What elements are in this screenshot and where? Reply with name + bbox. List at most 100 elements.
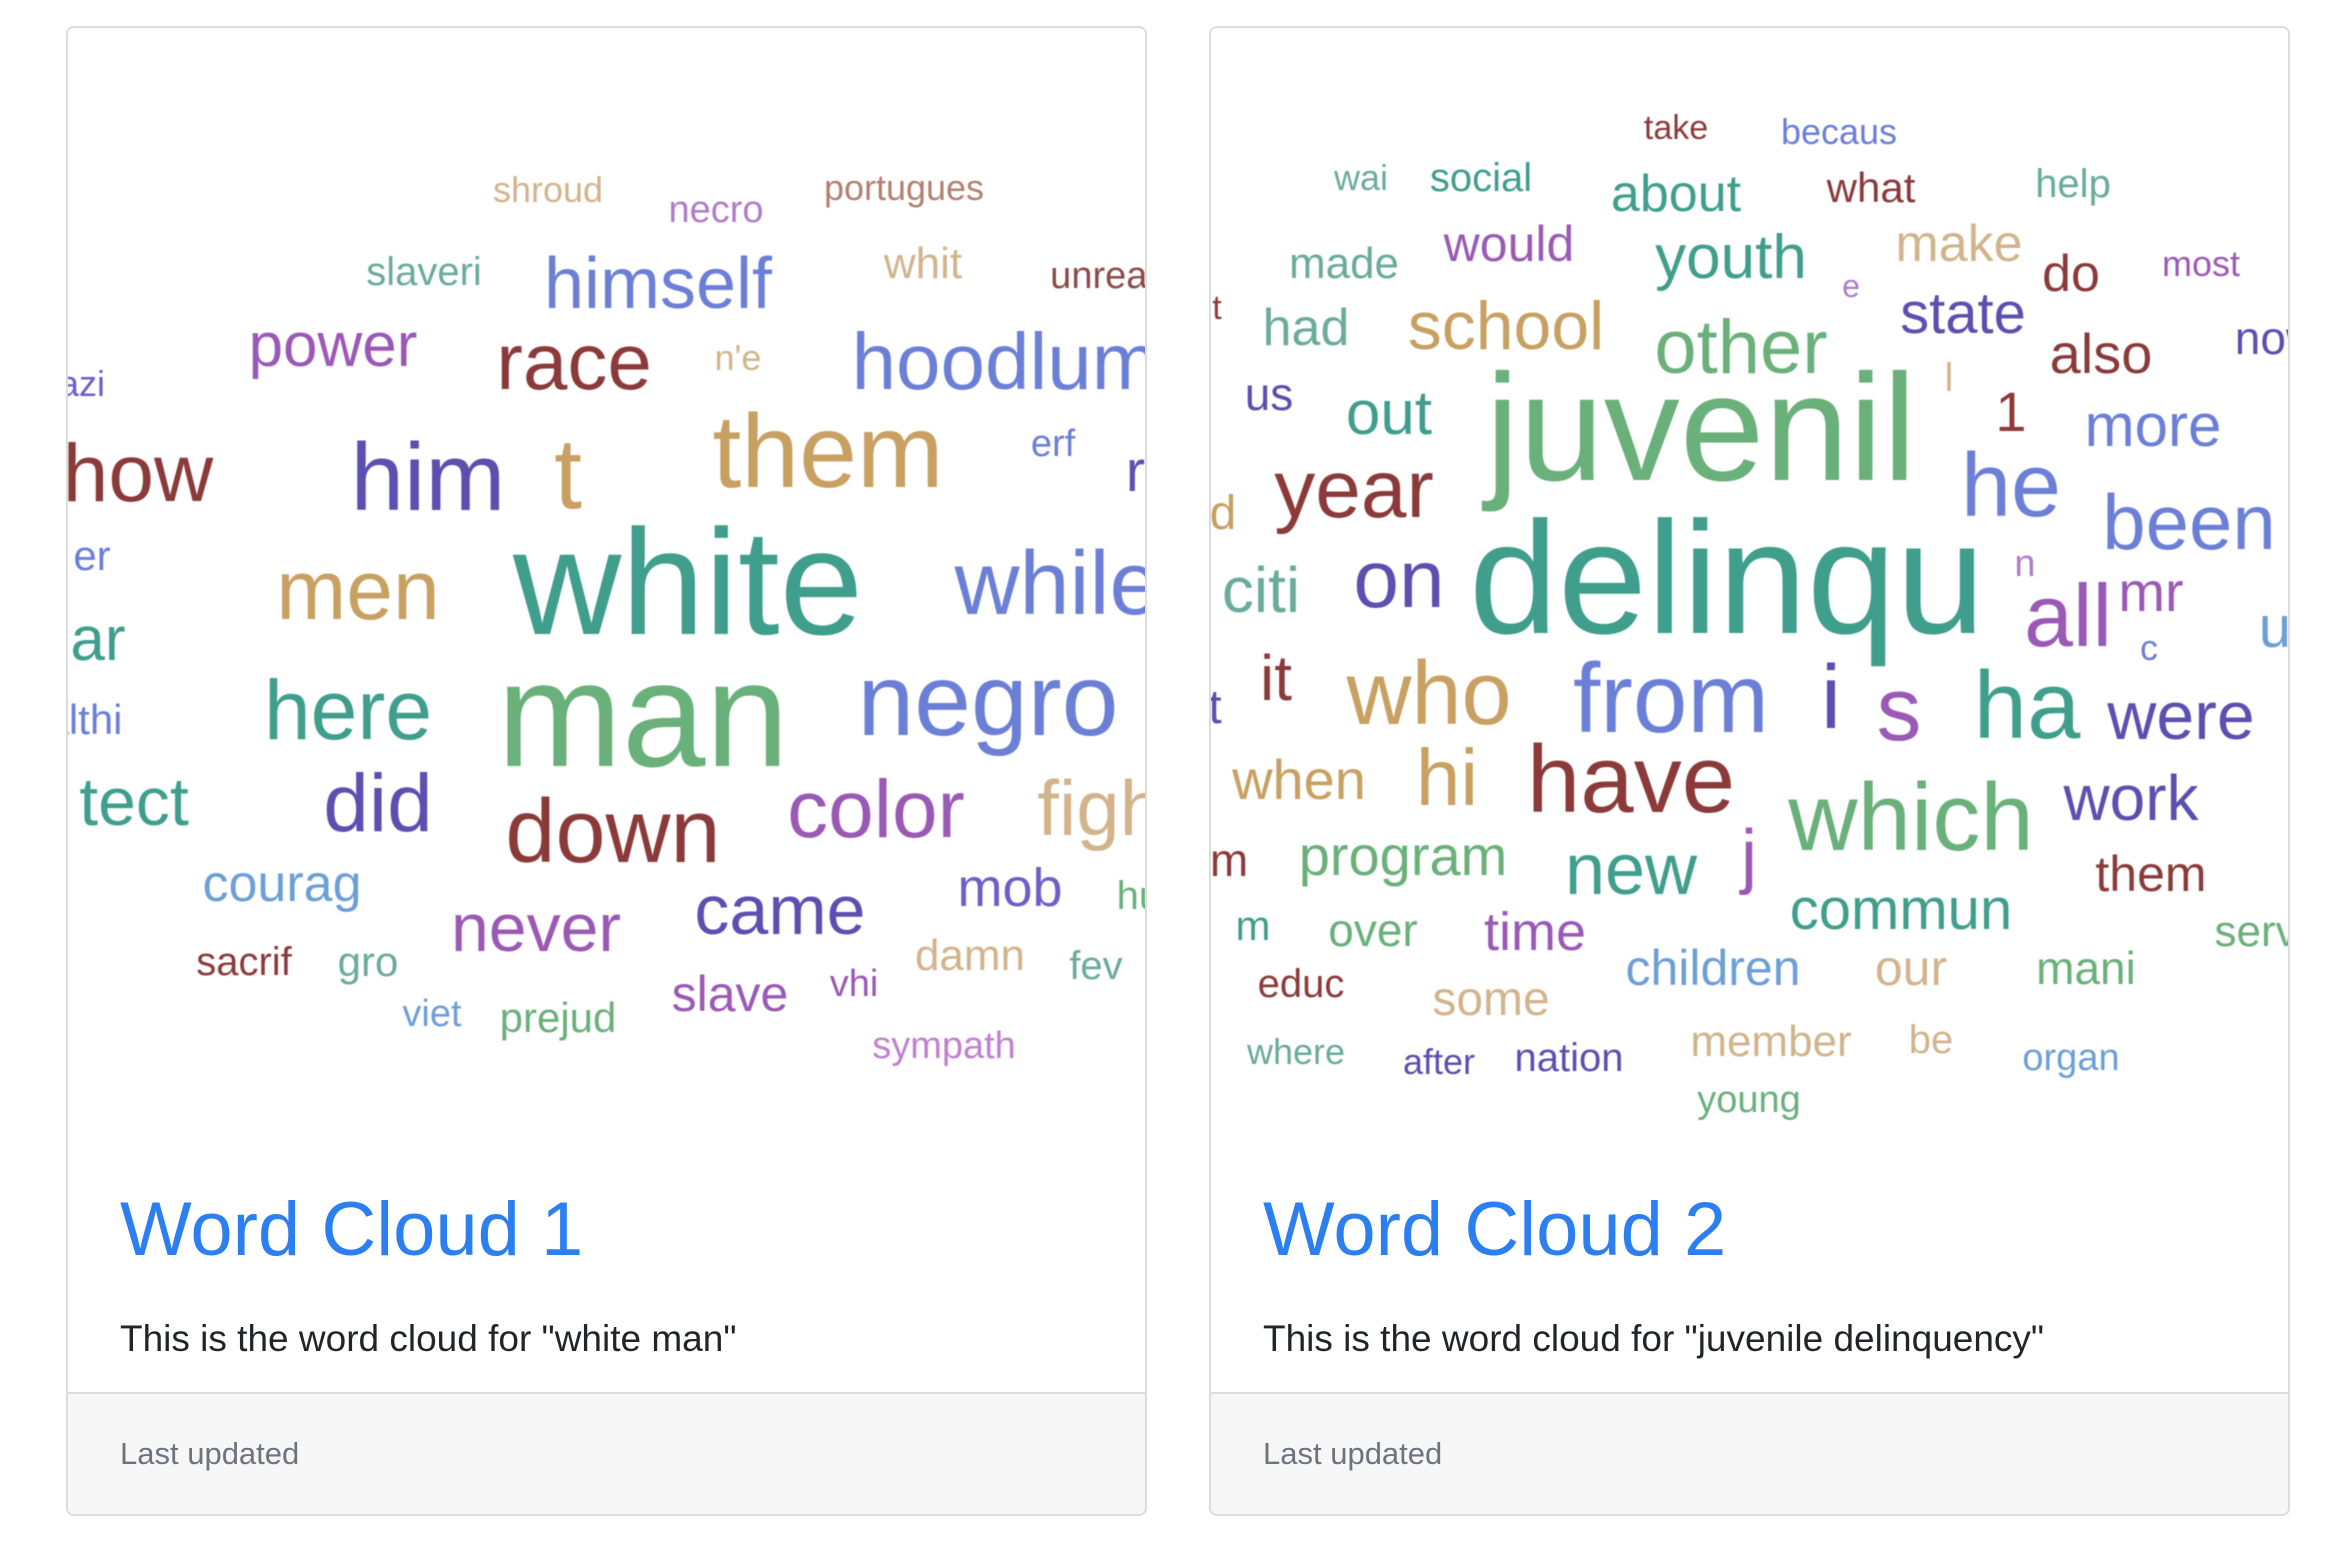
- word-cloud-term: had: [1262, 299, 1350, 357]
- word-cloud-term: which: [1788, 764, 2034, 871]
- word-cloud-term: make: [1895, 215, 2023, 273]
- word-cloud-term: member: [1690, 1017, 1852, 1066]
- word-cloud-term: nation: [1514, 1036, 1624, 1080]
- word-cloud-term: fight: [1037, 764, 1145, 852]
- word-cloud-term: prejud: [499, 994, 617, 1041]
- word-cloud-term: down: [505, 782, 721, 882]
- word-cloud-term: ha: [1973, 652, 2081, 759]
- card-description: This is the word cloud for "juvenile del…: [1263, 1318, 2045, 1359]
- word-cloud-term: never: [450, 890, 622, 966]
- card-title: Word Cloud 2: [1263, 1187, 1727, 1272]
- word-cloud-term: be: [1908, 1018, 1954, 1062]
- word-cloud-term: been: [2102, 478, 2276, 566]
- word-cloud-term: hurl: [1116, 874, 1145, 918]
- word-cloud-term: t: [554, 418, 582, 530]
- word-cloud-term: take: [1643, 109, 1709, 147]
- word-cloud-term: juvenil: [1485, 343, 1917, 513]
- word-cloud-term: some: [1432, 973, 1550, 1026]
- word-cloud-term: color: [787, 764, 965, 855]
- word-cloud-term: time: [1483, 902, 1587, 962]
- card-footer: Last updated: [68, 1392, 1145, 1514]
- word-cloud-term: althi: [68, 696, 123, 743]
- word-cloud-term: them: [2095, 846, 2207, 902]
- word-cloud-image-2: take becaus wai social about what help made woul…: [1211, 28, 2288, 1148]
- word-cloud-term: mr: [2118, 560, 2184, 623]
- word-cloud-term: man: [497, 630, 789, 798]
- word-cloud-term: courag: [202, 855, 362, 913]
- word-cloud-term: made: [1288, 239, 1400, 288]
- word-cloud-term: here: [263, 663, 433, 757]
- word-cloud-term: whit: [883, 239, 963, 288]
- word-cloud-image-1: shroud necro portugues slaveri himself whit un…: [68, 28, 1145, 1148]
- word-cloud-term: over: [1328, 904, 1418, 956]
- word-cloud-term: gro: [337, 938, 399, 985]
- word-cloud-term: unreal: [1050, 255, 1145, 297]
- word-cloud-term: white: [512, 498, 864, 666]
- word-cloud-term: school: [1407, 288, 1605, 364]
- word-cloud-term: m: [1211, 834, 1249, 886]
- word-cloud-term: would: [1443, 216, 1575, 272]
- word-cloud-term: ar: [70, 605, 126, 674]
- word-cloud-term: program: [1298, 824, 1508, 887]
- word-cloud-term: mob: [957, 858, 1063, 918]
- word-cloud-term: l: [1944, 356, 1954, 400]
- word-cloud-term: our: [1874, 940, 1948, 996]
- word-cloud-term: do: [2042, 245, 2100, 303]
- word-cloud-term: commun: [1789, 877, 2013, 942]
- word-cloud-term: hi: [1415, 733, 1479, 822]
- word-cloud-term: sacrif: [196, 940, 292, 984]
- word-cloud-term: more: [2084, 392, 2222, 459]
- word-cloud-term: i: [1821, 648, 1841, 748]
- word-cloud-term: wai: [1333, 157, 1389, 198]
- word-cloud-term: who: [1346, 644, 1512, 744]
- card-description: This is the word cloud for "white man": [120, 1318, 737, 1359]
- word-cloud-term: came: [694, 871, 866, 949]
- word-cloud-term: hoodlum: [851, 317, 1145, 406]
- word-cloud-term: s: [1876, 660, 1922, 760]
- word-cloud-term: slaveri: [366, 250, 482, 294]
- word-cloud-term: about: [1610, 165, 1742, 223]
- word-cloud-term: e: [1842, 268, 1860, 304]
- word-cloud-term: did: [323, 758, 433, 849]
- word-cloud-term: viet: [402, 993, 462, 1035]
- word-cloud-term: m: [1235, 902, 1271, 949]
- word-cloud-term: tect: [79, 764, 189, 840]
- word-cloud-term: now: [2234, 312, 2288, 364]
- word-cloud-term: delinqu: [1468, 488, 1986, 667]
- word-cloud-term: us: [1244, 368, 1294, 420]
- word-cloud-term: where: [1246, 1031, 1346, 1072]
- word-cloud-term: mani: [2036, 942, 2136, 994]
- word-cloud-term: t: [1212, 289, 1222, 327]
- word-cloud-term: er: [73, 532, 111, 579]
- word-cloud-term: all: [2023, 566, 2113, 665]
- word-cloud-term: social: [1429, 156, 1533, 200]
- word-cloud-term: negro: [857, 643, 1119, 757]
- word-cloud-term: on: [1353, 534, 1445, 625]
- word-cloud-term: year: [1274, 444, 1434, 535]
- word-cloud-term: have: [1526, 726, 1736, 833]
- word-cloud-term: he: [1960, 436, 2062, 536]
- word-cloud-term: him: [350, 424, 506, 531]
- word-cloud-term: also: [2049, 322, 2153, 385]
- word-cloud-term: when: [1232, 748, 1366, 811]
- word-cloud-term: new: [1564, 830, 1698, 910]
- word-cloud-term: servi: [2214, 907, 2288, 956]
- word-cloud-term: it: [1260, 642, 1292, 714]
- last-updated-text: Last updated: [1263, 1436, 1443, 1471]
- word-cloud-term: azi: [68, 363, 106, 404]
- word-cloud-term: d: [1211, 487, 1237, 540]
- word-cloud-term: 1: [1995, 380, 2027, 443]
- word-cloud-term: after: [1402, 1041, 1476, 1082]
- word-cloud-term: what: [1826, 164, 1916, 211]
- word-cloud-term: erf: [1030, 423, 1076, 465]
- word-cloud-term: race: [496, 317, 652, 406]
- word-cloud-term: other: [1654, 305, 1828, 390]
- word-cloud-term: c: [2140, 627, 2158, 668]
- word-cloud-term: help: [2035, 162, 2111, 206]
- word-cloud-term: power: [248, 311, 418, 380]
- word-cloud-term: shroud: [492, 169, 604, 210]
- word-cloud-term: work: [2063, 762, 2199, 834]
- word-cloud-term: them: [712, 394, 944, 510]
- word-cloud-term: men: [276, 543, 440, 637]
